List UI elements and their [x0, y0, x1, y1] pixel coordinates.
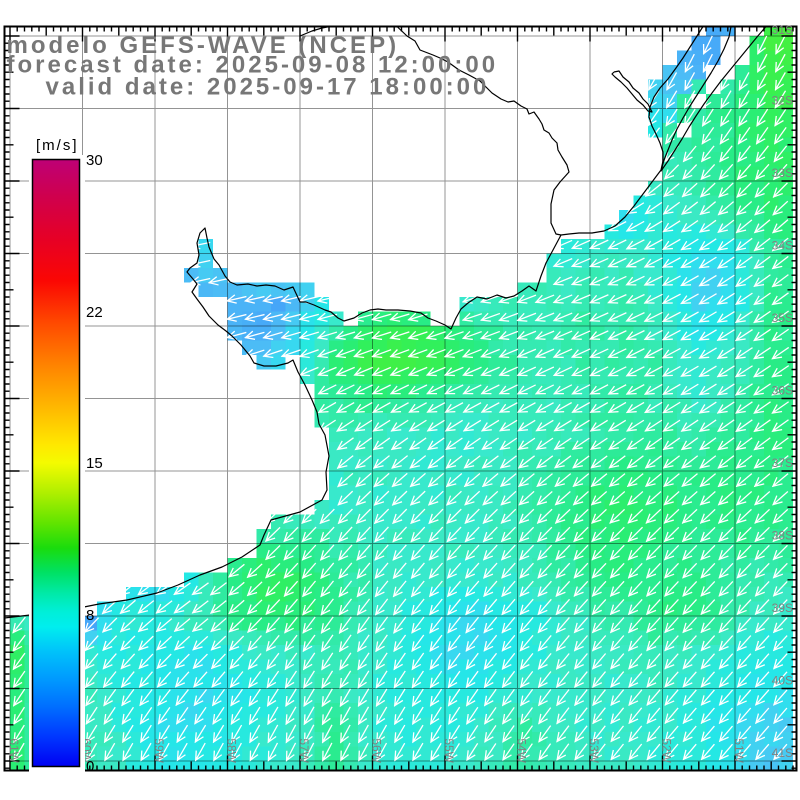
svg-text:32S: 32S — [772, 94, 793, 108]
svg-text:0: 0 — [86, 758, 94, 775]
svg-text:34S: 34S — [772, 239, 793, 253]
svg-text:36S: 36S — [772, 384, 793, 398]
svg-text:forecast date: 2025-09-08 12:0: forecast date: 2025-09-08 12:00:00 — [7, 52, 499, 79]
svg-text:54W: 54W — [515, 738, 529, 763]
svg-text:modelo GEFS-WAVE (NCEP): modelo GEFS-WAVE (NCEP) — [7, 32, 400, 59]
svg-text:51W: 51W — [732, 738, 746, 763]
svg-text:33S: 33S — [772, 166, 793, 180]
svg-text:39S: 39S — [772, 601, 793, 615]
svg-text:valid date: 2025-09-17 18:00:0: valid date: 2025-09-17 18:00:00 — [46, 74, 490, 101]
svg-text:31S: 31S — [772, 23, 793, 37]
svg-text:58W: 58W — [225, 738, 239, 763]
svg-text:38S: 38S — [772, 529, 793, 543]
svg-text:15: 15 — [86, 455, 103, 472]
svg-text:40S: 40S — [772, 674, 793, 688]
svg-text:57W: 57W — [297, 738, 311, 763]
svg-text:[m/s]: [m/s] — [36, 137, 79, 154]
svg-text:61W: 61W — [7, 738, 21, 763]
svg-text:37S: 37S — [772, 456, 793, 470]
svg-text:56W: 56W — [370, 738, 384, 763]
svg-text:59W: 59W — [152, 738, 166, 763]
svg-text:30: 30 — [86, 152, 103, 169]
svg-text:55W: 55W — [442, 738, 456, 763]
svg-text:8: 8 — [86, 607, 94, 624]
svg-text:53W: 53W — [587, 738, 601, 763]
svg-text:22: 22 — [86, 304, 103, 321]
svg-text:35S: 35S — [772, 311, 793, 325]
svg-text:52W: 52W — [660, 738, 674, 763]
svg-text:41S: 41S — [772, 746, 793, 760]
